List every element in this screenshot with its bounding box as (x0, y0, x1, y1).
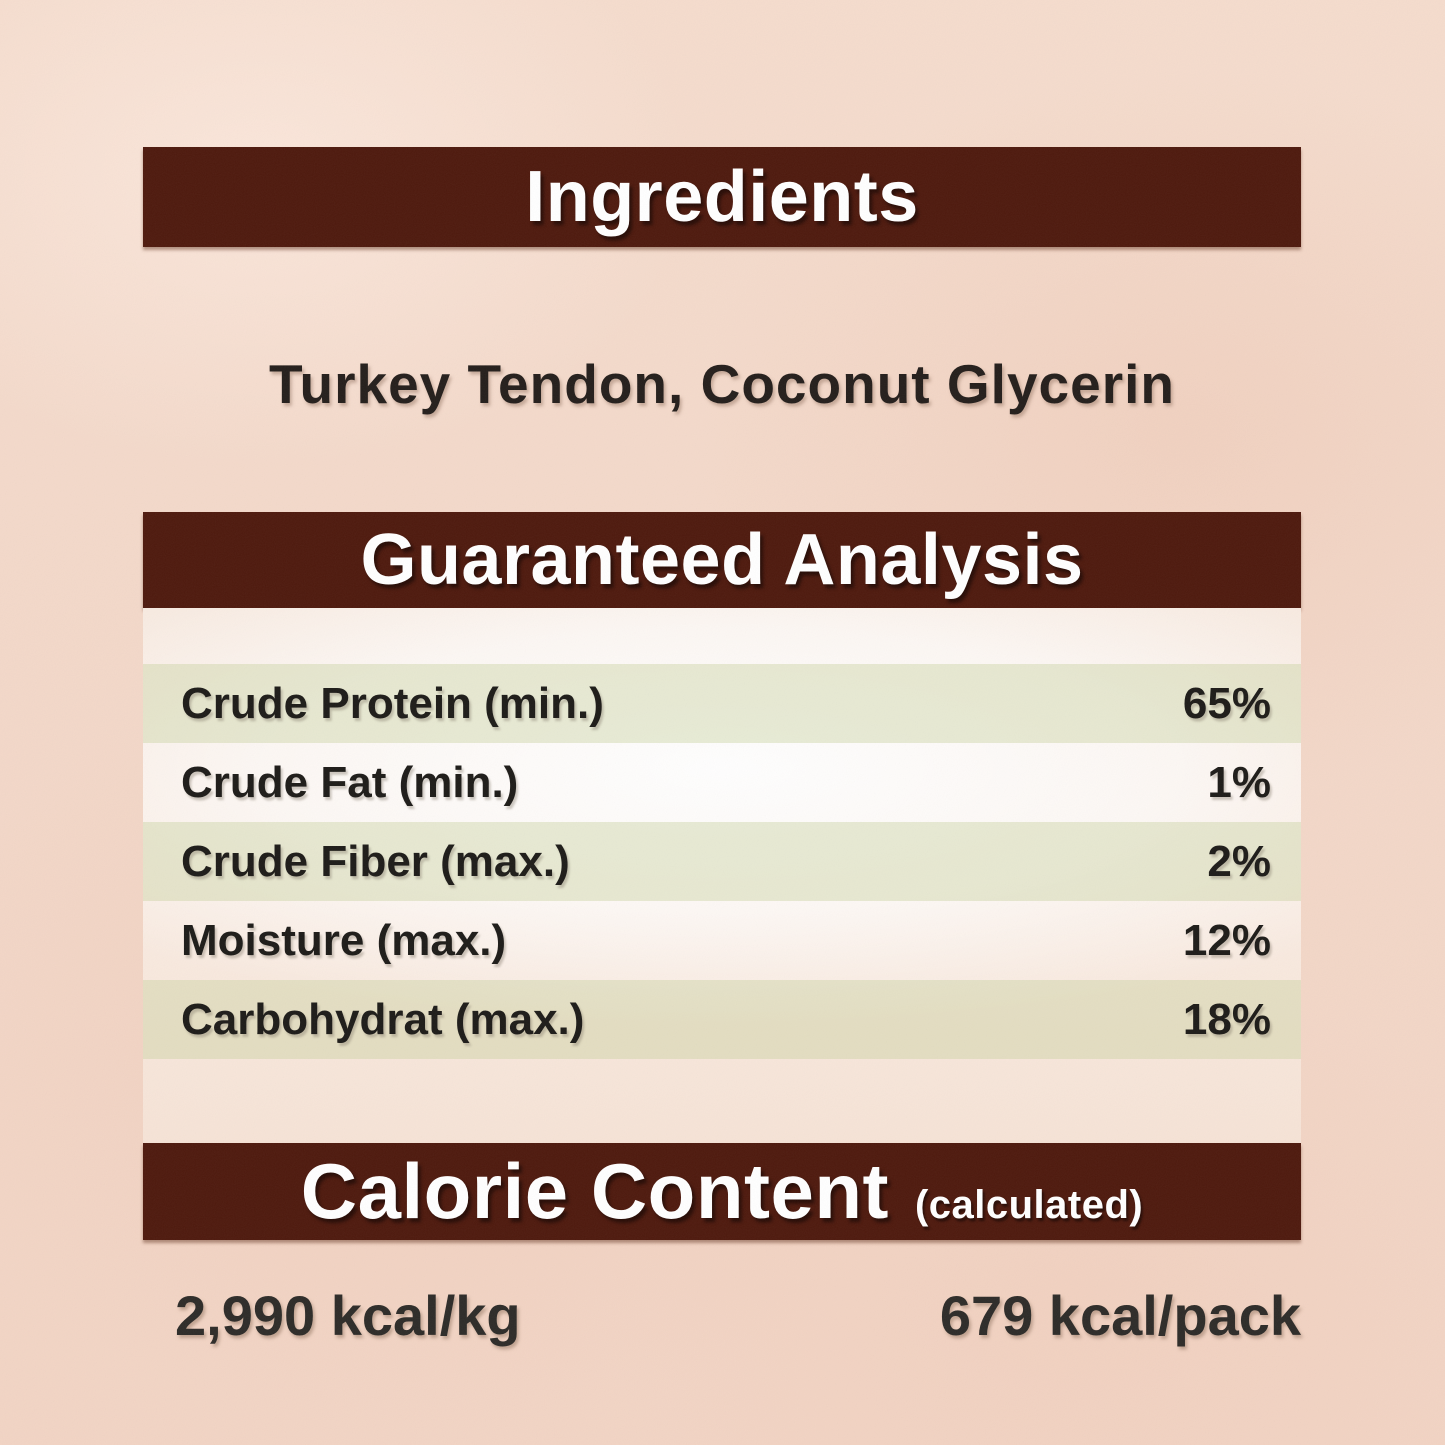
table-row-crude-fat: Crude Fat (min.) 1% (143, 743, 1301, 822)
guaranteed-analysis-header-bar: Guaranteed Analysis (143, 512, 1301, 608)
table-row-crude-protein: Crude Protein (min.) 65% (143, 664, 1301, 743)
table-row-carbohydrate: Carbohydrat (max.) 18% (143, 980, 1301, 1059)
calorie-content-title: Calorie Content (300, 1147, 889, 1235)
row-label: Moisture (max.) (181, 915, 507, 965)
table-row-crude-fiber: Crude Fiber (max.) 2% (143, 822, 1301, 901)
row-label: Crude Protein (min.) (181, 678, 604, 728)
table-row-moisture: Moisture (max.) 12% (143, 901, 1301, 980)
ingredients-header-bar: Ingredients (143, 147, 1301, 247)
row-value: 65% (1182, 678, 1271, 728)
row-label: Crude Fat (min.) (181, 757, 519, 807)
calorie-content-header-bar: Calorie Content (calculated) (143, 1143, 1301, 1240)
row-value: 1% (1207, 757, 1271, 807)
row-label: Carbohydrat (max.) (181, 994, 585, 1044)
calorie-values-row: 2,990 kcal/kg 679 kcal/pack (143, 1276, 1301, 1354)
row-value: 2% (1207, 836, 1271, 886)
row-label: Crude Fiber (max.) (181, 836, 570, 886)
calorie-content-subtitle: (calculated) (914, 1183, 1144, 1227)
row-value: 12% (1182, 915, 1271, 965)
kcal-per-kg: 2,990 kcal/kg (175, 1283, 521, 1347)
ingredients-list: Turkey Tendon, Coconut Glycerin (268, 353, 1175, 415)
guaranteed-analysis-title: Guaranteed Analysis (360, 520, 1084, 600)
row-value: 18% (1182, 994, 1271, 1044)
ingredients-title: Ingredients (525, 157, 919, 237)
guaranteed-analysis-table: Crude Protein (min.) 65% Crude Fat (min.… (143, 608, 1301, 1143)
kcal-per-pack: 679 kcal/pack (939, 1283, 1301, 1347)
calorie-content-heading: Calorie Content (calculated) (301, 1146, 1144, 1237)
